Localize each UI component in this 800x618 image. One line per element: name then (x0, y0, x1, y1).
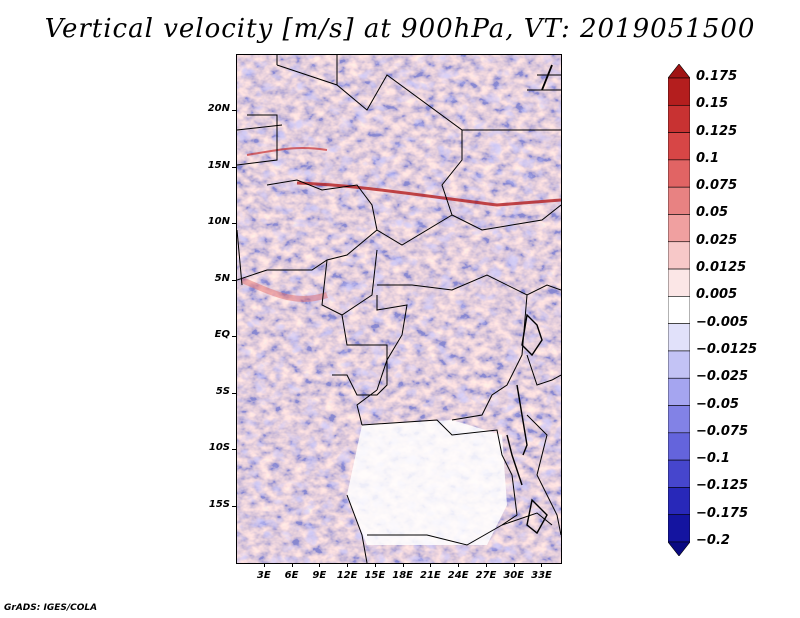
colorbar-swatch (668, 514, 690, 543)
colorbar-tick-label: 0.025 (696, 232, 738, 248)
colorbar-swatch (668, 296, 690, 324)
lon-tick-mark (485, 563, 487, 567)
lat-tick-label: 5N (214, 272, 230, 284)
lon-tick-label: 24E (447, 570, 469, 581)
colorbar (668, 64, 690, 556)
lon-tick-label: 9E (312, 570, 327, 581)
colorbar-tick-label: −0.2 (696, 533, 730, 548)
velocity-map (237, 55, 561, 563)
lat-tick-label: 5S (215, 385, 230, 397)
lat-tick-mark (232, 223, 236, 225)
lon-tick-mark (458, 563, 460, 567)
colorbar-tick-label: 0.05 (696, 205, 729, 221)
colorbar-tick-label: −0.075 (696, 423, 749, 439)
lon-tick-mark (541, 563, 543, 567)
coastal-ascent (240, 277, 328, 303)
colorbar-swatch (668, 132, 690, 161)
lon-tick-label: 3E (256, 570, 271, 581)
lat-tick-mark (232, 110, 236, 112)
lon-tick-mark (374, 563, 376, 567)
chart-title: Vertical velocity [m/s] at 900hPa, VT: 2… (44, 14, 756, 44)
lat-tick-label: 15S (208, 498, 230, 510)
lat-tick-mark (232, 449, 236, 451)
lon-tick-mark (402, 563, 404, 567)
lon-tick-mark (263, 563, 265, 567)
footer-credit: GrADS: IGES/COLA (4, 603, 98, 613)
colorbar-swatch (668, 77, 690, 106)
lat-tick-mark (232, 336, 236, 338)
colorbar-swatch (668, 241, 690, 270)
colorbar-tick-label: 0.125 (696, 123, 738, 139)
colorbar-tick-label: 0.1 (696, 150, 720, 166)
lakes (506, 64, 553, 535)
country-borders (237, 55, 561, 563)
lat-tick-label: 20N (207, 103, 230, 115)
colorbar-swatch (668, 268, 690, 297)
colorbar-swatch (668, 214, 690, 243)
colorbar-swatch (668, 377, 690, 406)
lat-tick-label: 10N (207, 216, 230, 228)
lon-tick-label: 18E (392, 570, 413, 581)
colorbar-swatch (668, 405, 690, 434)
colorbar-tick-label: −0.175 (696, 505, 749, 521)
colorbar-tick-label: −0.05 (696, 396, 739, 412)
calm-region (347, 420, 507, 545)
colorbar-tick-label: 0.005 (696, 287, 738, 303)
lon-tick-label: 21E (420, 570, 441, 581)
lon-tick-mark (347, 563, 349, 567)
colorbar-tick-label: −0.025 (696, 369, 749, 385)
colorbar-tick-label: −0.1 (696, 451, 730, 467)
lat-tick-mark (232, 392, 236, 394)
colorbar-tick-label: −0.125 (696, 478, 749, 494)
lon-tick-label: 33E (531, 570, 552, 581)
lon-tick-mark (430, 563, 432, 567)
lat-tick-mark (232, 279, 236, 281)
colorbar-swatch (668, 487, 690, 516)
lon-tick-mark (291, 563, 293, 567)
lon-tick-label: 27E (475, 570, 497, 581)
ascent-streak (246, 146, 328, 156)
colorbar-tick-label: 0.175 (696, 69, 738, 84)
colorbar-tick-label: 0.075 (696, 178, 738, 194)
colorbar-swatch (668, 350, 690, 379)
lat-tick-label: 15N (207, 159, 230, 171)
colorbar-swatch (668, 323, 690, 352)
map-panel (236, 54, 562, 564)
lon-tick-label: 6E (284, 570, 299, 581)
lat-tick-label: EQ (214, 329, 230, 341)
lat-tick-mark (232, 166, 236, 168)
lon-tick-mark (513, 563, 515, 567)
colorbar-swatch (668, 186, 690, 215)
ascent-band (296, 181, 561, 207)
colorbar-swatch (668, 459, 690, 488)
lon-tick-label: 12E (336, 570, 358, 581)
colorbar-tick-label: 0.15 (696, 96, 729, 112)
colorbar-tick-label: −0.005 (696, 314, 749, 330)
colorbar-swatch (668, 64, 690, 79)
colorbar-swatch (668, 159, 690, 188)
lon-tick-label: 30E (503, 570, 525, 581)
colorbar-swatch (668, 432, 690, 461)
colorbar-tick-label: −0.0125 (696, 341, 758, 357)
lat-tick-label: 10S (208, 442, 230, 454)
lat-tick-mark (232, 505, 236, 507)
colorbar-swatch (668, 541, 690, 556)
colorbar-tick-label: 0.0125 (696, 260, 747, 276)
lon-tick-mark (319, 563, 321, 567)
colorbar-swatch (668, 104, 690, 133)
lon-tick-label: 15E (364, 570, 386, 581)
